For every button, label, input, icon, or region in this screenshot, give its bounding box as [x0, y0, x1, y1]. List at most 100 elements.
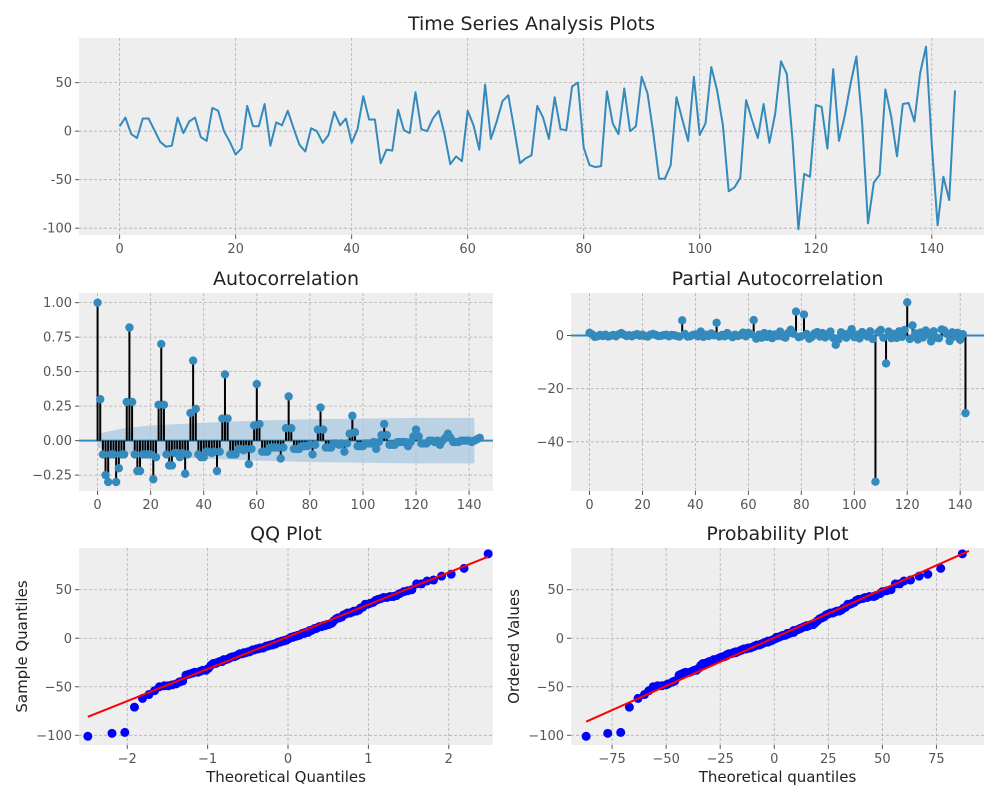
y-tick-label: −40	[537, 435, 564, 450]
data-point	[83, 731, 93, 741]
x-tick-label: 100	[842, 498, 867, 513]
stem-marker	[247, 444, 256, 454]
stem-marker	[348, 411, 357, 421]
data-point	[581, 731, 591, 741]
tick-marks	[567, 335, 961, 495]
y-tick-label: 0	[556, 632, 564, 647]
x-tick-label: 40	[195, 498, 212, 513]
y-tick-label: 0.50	[43, 365, 72, 380]
x-tick-label: −25	[706, 752, 733, 767]
stem-marker	[125, 323, 134, 332]
plot-marks	[581, 549, 970, 741]
plot-area	[571, 293, 984, 491]
tick-marks	[567, 589, 937, 749]
plot-area	[571, 548, 984, 745]
stem-marker	[130, 450, 139, 459]
y-tick-label: −100	[36, 729, 72, 744]
y-tick-label: 0.00	[43, 434, 72, 449]
panel-1: 0 20 40 60 80 100 120 140 −0.25 0.00 0.25 0.50 0.75 1…	[32, 268, 493, 513]
y-tick-label: 50	[55, 76, 72, 91]
x-tick-label: 140	[457, 498, 482, 513]
stem-marker	[276, 454, 285, 463]
stem-marker	[961, 408, 970, 418]
stem-marker	[287, 424, 296, 433]
y-tick-label: 0.75	[43, 331, 72, 346]
x-tick-label: −75	[598, 752, 625, 767]
stem-marker	[382, 430, 392, 440]
stem-marker	[318, 425, 328, 434]
stem-marker	[372, 444, 381, 454]
y-tick-label: 1.00	[43, 296, 72, 311]
y-tick-label: −0.25	[32, 469, 72, 484]
chart-title: Partial Autocorrelation	[672, 268, 884, 290]
stem-marker	[244, 459, 254, 469]
reference-line	[585, 549, 970, 723]
plot-area	[79, 38, 984, 235]
stem-marker	[871, 477, 880, 486]
x-tick-label: 40	[687, 498, 704, 513]
tick-marks	[75, 589, 450, 749]
x-tick-label: 80	[302, 498, 319, 513]
x-tick-label: 0	[284, 752, 292, 767]
y-tick-label: 50	[547, 583, 564, 598]
stem-marker	[903, 298, 912, 307]
stem-marker	[135, 466, 145, 476]
stem-marker	[167, 461, 177, 470]
x-tick-label: 1	[364, 752, 372, 767]
stem-marker	[929, 327, 938, 336]
grid-lines	[79, 38, 984, 235]
stem-marker	[96, 395, 105, 404]
x-tick-label: 20	[227, 242, 244, 257]
stem-marker	[826, 327, 835, 336]
stem-marker	[188, 356, 198, 365]
panel-0: 0 20 40 60 80 100 120 140 -100 -50 0 50 Time Series …	[42, 13, 984, 257]
y-tick-label: -50	[51, 173, 72, 188]
stem-marker	[379, 419, 389, 429]
x-tick-label: 60	[459, 242, 476, 257]
data-point	[107, 728, 117, 738]
stem-marker	[111, 477, 121, 487]
stem-marker	[900, 325, 909, 335]
x-tick-label: 140	[948, 498, 973, 513]
data-point	[616, 727, 626, 737]
y-axis-label: Sample Quantiles	[13, 580, 31, 712]
stem-marker	[103, 477, 113, 487]
y-tick-label: 0	[556, 329, 564, 344]
chart-title: Time Series Analysis Plots	[407, 13, 655, 35]
stem-marker	[411, 425, 421, 434]
x-tick-label: 60	[249, 498, 266, 513]
data-point	[603, 728, 613, 738]
x-tick-label: 20	[634, 498, 651, 513]
x-tick-label: −1	[198, 752, 217, 767]
chart-title: Autocorrelation	[213, 268, 359, 290]
y-tick-label: −100	[528, 729, 564, 744]
y-tick-label: −50	[537, 680, 564, 695]
plot-marks	[83, 549, 493, 741]
stem-marker	[340, 447, 349, 456]
stem-marker	[93, 298, 102, 307]
x-tick-label: 40	[343, 242, 360, 257]
y-tick-label: 0.25	[43, 400, 72, 415]
x-tick-label: 50	[874, 752, 891, 767]
chart-title: QQ Plot	[250, 523, 322, 545]
y-tick-label: 0	[64, 125, 72, 140]
stem-marker	[749, 315, 758, 325]
stem-marker	[316, 403, 325, 412]
x-tick-label: 80	[793, 498, 810, 513]
data-point	[120, 727, 130, 737]
data-point	[129, 702, 139, 712]
stem-marker	[255, 419, 264, 429]
stem-marker	[223, 414, 232, 423]
x-tick-label: 140	[919, 242, 944, 257]
y-tick-label: 50	[55, 583, 72, 598]
y-axis-label: Ordered Values	[505, 589, 523, 704]
stem-marker	[252, 379, 262, 389]
stem-marker	[157, 339, 166, 349]
stem-marker	[868, 334, 878, 344]
stem-marker	[881, 359, 891, 368]
panel-2: 0 20 40 60 80 100 120 140 −40 −20 0 Partial Autocor…	[537, 268, 984, 513]
x-tick-label: 100	[687, 242, 712, 257]
panel-4: −75 −50 −25 0 25 50 75 −100 −50 0 50 Probability Pl…	[505, 523, 984, 786]
tick-marks	[75, 82, 933, 239]
